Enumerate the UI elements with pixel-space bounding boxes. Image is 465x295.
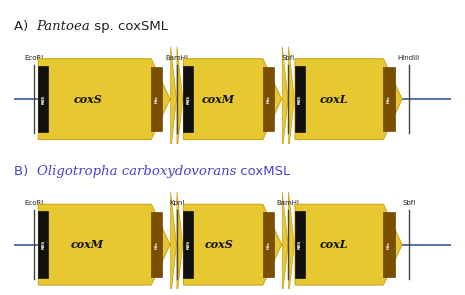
Text: RBS: RBS xyxy=(298,95,302,104)
Text: His: His xyxy=(155,95,159,103)
Bar xyxy=(383,212,394,277)
Bar xyxy=(263,212,274,277)
FancyArrow shape xyxy=(177,192,183,295)
Text: HindIII: HindIII xyxy=(398,55,420,61)
FancyArrow shape xyxy=(288,192,294,295)
Text: His: His xyxy=(266,95,271,103)
FancyArrow shape xyxy=(295,204,402,285)
Text: A): A) xyxy=(14,20,37,33)
Bar xyxy=(383,67,394,132)
Text: SbfI: SbfI xyxy=(402,200,415,206)
FancyArrow shape xyxy=(282,47,288,152)
Text: SbfI: SbfI xyxy=(282,55,295,61)
Text: Pantoea: Pantoea xyxy=(37,20,90,33)
Bar xyxy=(151,67,162,132)
Text: coxL: coxL xyxy=(319,239,348,250)
Bar xyxy=(295,212,305,278)
Text: sp. coxSML: sp. coxSML xyxy=(90,20,168,33)
Text: Oligotropha carboxydovorans: Oligotropha carboxydovorans xyxy=(37,165,236,178)
FancyArrow shape xyxy=(171,47,177,152)
FancyArrow shape xyxy=(295,59,402,140)
FancyArrow shape xyxy=(183,59,282,140)
FancyArrow shape xyxy=(177,47,183,152)
Text: RBS: RBS xyxy=(186,95,190,104)
Text: coxM: coxM xyxy=(71,239,104,250)
FancyArrow shape xyxy=(282,192,288,295)
Bar xyxy=(38,66,48,132)
Text: coxMSL: coxMSL xyxy=(236,165,290,178)
Bar xyxy=(295,66,305,132)
Text: coxS: coxS xyxy=(73,94,102,105)
FancyArrow shape xyxy=(38,59,170,140)
Text: RBS: RBS xyxy=(298,240,302,249)
Text: EcoRI: EcoRI xyxy=(24,55,43,61)
FancyArrow shape xyxy=(38,204,170,285)
Text: His: His xyxy=(266,241,271,248)
Text: KpnI: KpnI xyxy=(169,200,185,206)
Bar xyxy=(38,212,48,278)
Text: RBS: RBS xyxy=(41,240,45,249)
Bar xyxy=(183,66,193,132)
Text: EcoRI: EcoRI xyxy=(24,200,43,206)
Text: His: His xyxy=(387,95,391,103)
Text: RBS: RBS xyxy=(186,240,190,249)
FancyArrow shape xyxy=(171,192,177,295)
Bar xyxy=(263,67,274,132)
Text: B): B) xyxy=(14,165,37,178)
Text: coxS: coxS xyxy=(204,239,233,250)
FancyArrow shape xyxy=(288,47,294,152)
Text: BamHI: BamHI xyxy=(277,200,300,206)
Bar xyxy=(183,212,193,278)
FancyArrow shape xyxy=(183,204,282,285)
Text: His: His xyxy=(155,241,159,248)
Bar xyxy=(151,212,162,277)
Text: coxL: coxL xyxy=(319,94,348,105)
Text: RBS: RBS xyxy=(41,95,45,104)
Text: His: His xyxy=(387,241,391,248)
Text: coxM: coxM xyxy=(202,94,235,105)
Text: BamHI: BamHI xyxy=(165,55,188,61)
